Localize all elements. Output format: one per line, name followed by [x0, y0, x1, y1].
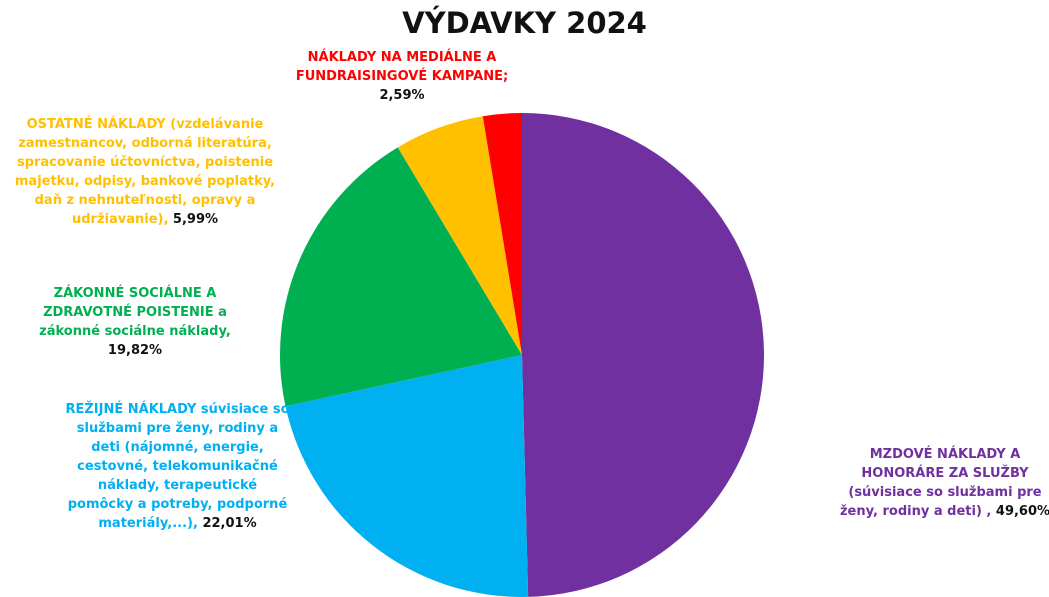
category-label: NÁKLADY NA MEDIÁLNE A FUNDRAISINGOVÉ KAM…	[295, 50, 509, 84]
value-label: 49,60%	[995, 504, 1049, 519]
slice-label: OSTATNÉ NÁKLADY (vzdelávanie zamestnanco…	[0, 115, 290, 229]
slice-label: MZDOVÉ NÁKLADY A HONORÁRE ZA SLUŽBY (súv…	[835, 445, 1049, 521]
category-label: MZDOVÉ NÁKLADY A HONORÁRE ZA SLUŽBY (súv…	[839, 447, 1042, 519]
slice-label: REŽIJNÉ NÁKLADY súvisiace so službami pr…	[65, 400, 290, 533]
category-label: ZÁKONNÉ SOCIÁLNE A ZDRAVOTNÉ POISTENIE a…	[39, 286, 231, 339]
pie-slice	[285, 355, 529, 597]
category-label: OSTATNÉ NÁKLADY (vzdelávanie zamestnanco…	[14, 117, 276, 227]
pie-slice	[482, 113, 522, 355]
chart-title: VÝDAVKY 2024	[402, 6, 647, 40]
pie-slice	[522, 113, 765, 597]
value-label: 22,01%	[202, 516, 257, 531]
pie-slice	[397, 116, 522, 355]
pie-slice	[280, 147, 522, 407]
value-label: 2,59%	[379, 88, 425, 103]
value-label: 5,99%	[172, 212, 219, 227]
category-label: REŽIJNÉ NÁKLADY súvisiace so službami pr…	[65, 402, 290, 531]
value-label: 19,82%	[107, 343, 163, 358]
slice-label: ZÁKONNÉ SOCIÁLNE A ZDRAVOTNÉ POISTENIE a…	[35, 284, 235, 360]
slice-label: NÁKLADY NA MEDIÁLNE A FUNDRAISINGOVÉ KAM…	[287, 48, 517, 105]
